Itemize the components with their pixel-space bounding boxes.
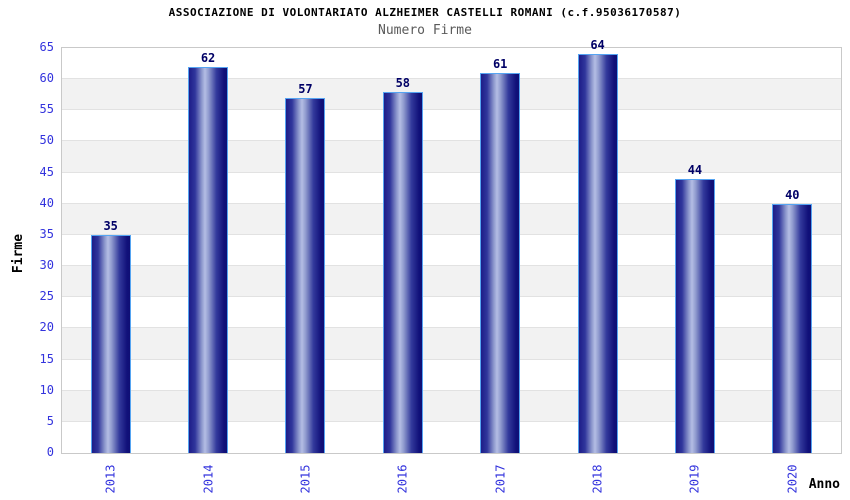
y-tick-label: 55	[39, 102, 54, 117]
plot-band	[62, 110, 841, 142]
bar-value-label: 57	[298, 81, 313, 96]
bar	[577, 54, 618, 453]
x-tick-label: 2016	[385, 459, 421, 499]
bar-value-label: 62	[200, 50, 216, 65]
y-tick-label: 25	[39, 289, 54, 304]
chart-title: ASSOCIAZIONE DI VOLONTARIATO ALZHEIMER C…	[168, 6, 682, 19]
gridline	[62, 358, 841, 360]
bar-value-label: 58	[395, 75, 411, 90]
plot-band	[62, 359, 841, 391]
plot-band	[62, 266, 841, 298]
y-tick-label: 65	[39, 40, 54, 54]
gridline	[62, 420, 841, 422]
x-tick-text: 2014	[201, 464, 216, 494]
x-tick-label: 2018	[580, 459, 616, 499]
y-tick-label: 5	[46, 413, 54, 428]
gridline	[62, 389, 841, 391]
plot-band	[62, 172, 841, 204]
y-tick-label: 10	[39, 382, 54, 397]
y-tick-label: 50	[39, 133, 54, 148]
x-axis-title: Anno	[808, 477, 840, 492]
gridline	[62, 296, 841, 298]
bar-value-label: 35	[103, 218, 118, 233]
y-tick-label: 0	[46, 445, 54, 459]
y-tick-label: 60	[39, 71, 54, 86]
gridline	[62, 109, 841, 111]
x-tick-text: 2015	[298, 464, 313, 494]
bar	[480, 72, 521, 453]
x-tick-text: 2016	[395, 464, 410, 494]
bar	[382, 91, 423, 453]
plot-band	[62, 390, 841, 422]
plot-band	[62, 297, 841, 329]
x-tick-text: 2020	[785, 464, 800, 494]
gridline	[62, 78, 841, 80]
y-tick-label: 20	[39, 320, 54, 335]
x-tick-label: 2013	[93, 459, 129, 499]
plot-area	[61, 47, 842, 454]
bar	[772, 203, 813, 453]
x-tick-text: 2019	[687, 464, 702, 494]
bar	[674, 178, 715, 453]
y-tick-label: 15	[39, 351, 54, 366]
x-tick-text: 2017	[493, 464, 508, 494]
gridline	[62, 140, 841, 142]
y-tick-label: 45	[39, 164, 54, 179]
x-tick-label: 2017	[482, 459, 518, 499]
x-tick-label: 2014	[190, 459, 226, 499]
plot-band	[62, 79, 841, 111]
chart-subtitle: Numero Firme	[378, 23, 472, 38]
x-tick-text: 2013	[103, 464, 118, 494]
bar	[90, 234, 131, 453]
gridline	[62, 265, 841, 267]
bar-value-label: 44	[687, 162, 703, 177]
y-tick-label: 40	[39, 195, 54, 210]
x-tick-text: 2018	[590, 464, 605, 494]
plot-band	[62, 203, 841, 235]
gridline	[62, 171, 841, 173]
plot-band	[62, 328, 841, 360]
y-tick-label: 30	[39, 258, 54, 273]
gridline	[62, 202, 841, 204]
bar	[188, 66, 229, 453]
x-tick-label: 2020	[774, 459, 810, 499]
plot-band	[62, 234, 841, 267]
x-tick-label: 2019	[677, 459, 713, 499]
plot-band	[62, 421, 841, 453]
bar	[285, 97, 326, 453]
gridline	[62, 233, 841, 235]
bar-value-label: 64	[590, 38, 605, 53]
x-tick-label: 2015	[287, 459, 323, 499]
y-tick-label: 35	[39, 226, 54, 241]
gridline	[62, 327, 841, 329]
bar-value-label: 61	[492, 56, 508, 71]
bar-value-label: 40	[785, 187, 800, 202]
